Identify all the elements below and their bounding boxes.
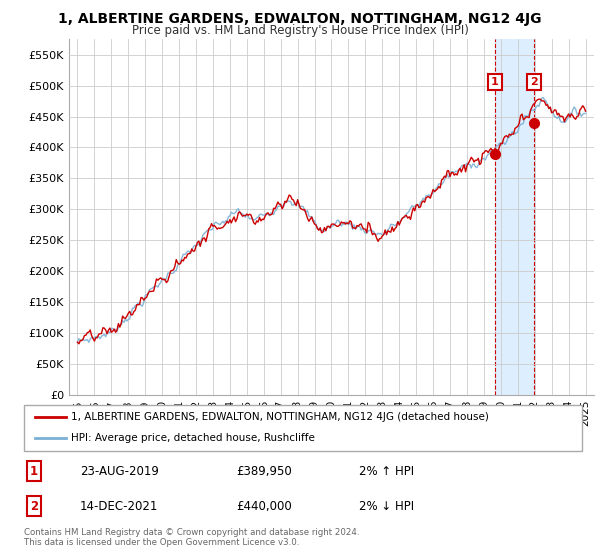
Text: £440,000: £440,000 — [236, 500, 292, 512]
Text: 2: 2 — [30, 500, 38, 512]
Text: Contains HM Land Registry data © Crown copyright and database right 2024.
This d: Contains HM Land Registry data © Crown c… — [24, 528, 359, 547]
FancyBboxPatch shape — [24, 405, 582, 451]
Text: 2% ↑ HPI: 2% ↑ HPI — [359, 465, 414, 478]
Text: 1: 1 — [491, 77, 499, 87]
Bar — [495, 39, 534, 395]
Text: Price paid vs. HM Land Registry's House Price Index (HPI): Price paid vs. HM Land Registry's House … — [131, 24, 469, 36]
Text: 2: 2 — [530, 77, 538, 87]
Text: 1, ALBERTINE GARDENS, EDWALTON, NOTTINGHAM, NG12 4JG (detached house): 1, ALBERTINE GARDENS, EDWALTON, NOTTINGH… — [71, 412, 490, 422]
Text: £389,950: £389,950 — [236, 465, 292, 478]
Text: 1: 1 — [30, 465, 38, 478]
Text: HPI: Average price, detached house, Rushcliffe: HPI: Average price, detached house, Rush… — [71, 433, 316, 444]
Text: 23-AUG-2019: 23-AUG-2019 — [80, 465, 158, 478]
Text: 14-DEC-2021: 14-DEC-2021 — [80, 500, 158, 512]
Text: 2% ↓ HPI: 2% ↓ HPI — [359, 500, 414, 512]
Text: 1, ALBERTINE GARDENS, EDWALTON, NOTTINGHAM, NG12 4JG: 1, ALBERTINE GARDENS, EDWALTON, NOTTINGH… — [58, 12, 542, 26]
